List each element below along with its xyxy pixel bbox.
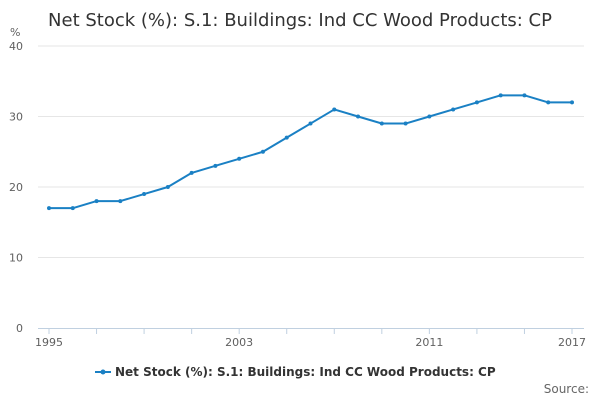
data-point[interactable] bbox=[356, 114, 361, 119]
legend[interactable]: Net Stock (%): S.1: Buildings: Ind CC Wo… bbox=[95, 365, 496, 379]
y-tick-label: 0 bbox=[16, 322, 23, 335]
data-point[interactable] bbox=[165, 185, 170, 189]
data-point[interactable] bbox=[70, 206, 75, 211]
legend-item-label[interactable]: Net Stock (%): S.1: Buildings: Ind CC Wo… bbox=[115, 365, 496, 379]
x-tick-label: 1995 bbox=[35, 336, 63, 349]
data-point[interactable] bbox=[379, 121, 384, 126]
data-point[interactable] bbox=[237, 156, 242, 161]
data-point[interactable] bbox=[332, 107, 337, 112]
x-tick-label: 2017 bbox=[558, 336, 586, 349]
chart-title: Net Stock (%): S.1: Buildings: Ind CC Wo… bbox=[48, 10, 552, 31]
data-point[interactable] bbox=[284, 135, 289, 140]
data-point[interactable] bbox=[403, 121, 408, 126]
data-point[interactable] bbox=[451, 107, 456, 112]
data-point[interactable] bbox=[142, 192, 147, 197]
series-line[interactable] bbox=[48, 94, 573, 210]
data-point[interactable] bbox=[94, 199, 99, 204]
data-point[interactable] bbox=[570, 100, 574, 105]
data-point[interactable] bbox=[498, 93, 503, 98]
x-tick-label: 2011 bbox=[415, 336, 443, 349]
y-axis-unit-label: % bbox=[10, 26, 20, 39]
source-label[interactable]: Source: bbox=[544, 382, 589, 396]
x-tick-label: 2003 bbox=[225, 336, 253, 349]
data-point[interactable] bbox=[308, 121, 313, 126]
data-point[interactable] bbox=[474, 100, 479, 105]
data-point[interactable] bbox=[47, 206, 51, 211]
data-point[interactable] bbox=[213, 163, 218, 168]
data-point[interactable] bbox=[260, 149, 265, 154]
y-tick-label: 20 bbox=[9, 181, 23, 194]
y-axis-ticks: 0 10 20 30 40 bbox=[9, 40, 23, 335]
y-tick-label: 40 bbox=[9, 40, 23, 53]
data-point[interactable] bbox=[522, 93, 527, 98]
data-point[interactable] bbox=[189, 170, 194, 175]
legend-marker bbox=[100, 369, 106, 375]
data-point[interactable] bbox=[427, 114, 432, 119]
series-group bbox=[47, 93, 574, 211]
gridlines bbox=[38, 45, 584, 258]
x-axis: 1995 2003 2011 2017 bbox=[35, 328, 586, 349]
data-point[interactable] bbox=[546, 100, 551, 105]
y-tick-label: 30 bbox=[9, 111, 23, 124]
data-point[interactable] bbox=[118, 199, 123, 204]
y-tick-label: 10 bbox=[9, 252, 23, 265]
